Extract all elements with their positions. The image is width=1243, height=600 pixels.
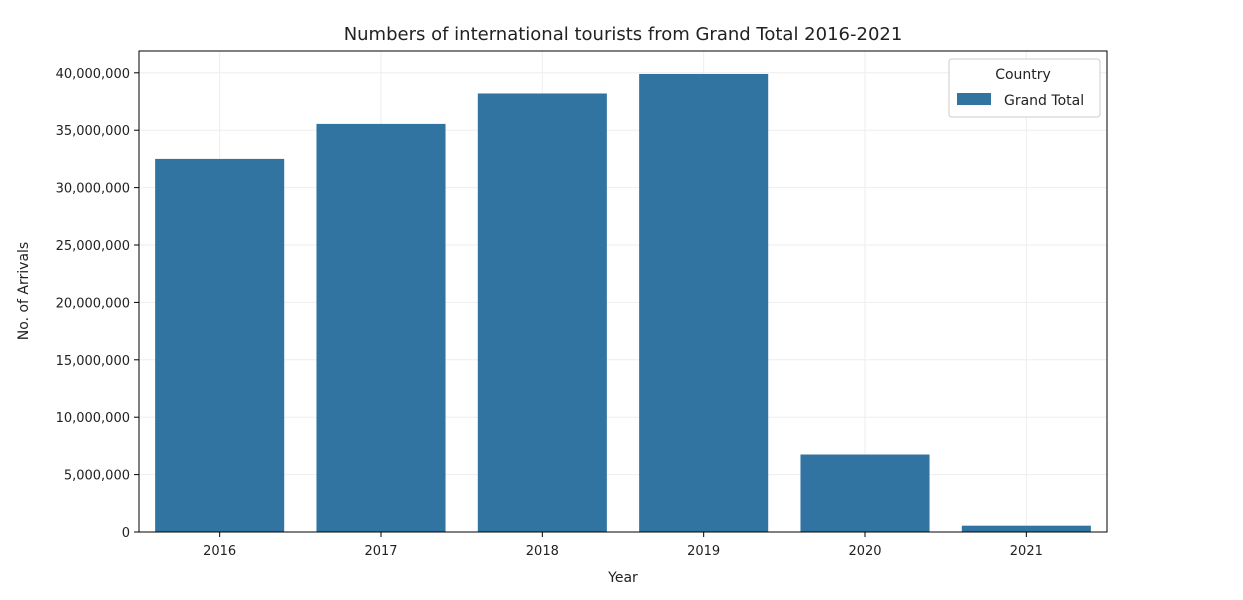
- y-tick-label: 10,000,000: [56, 411, 130, 426]
- x-axis-ticks: 2016 2017 2018 2019 2020 2021: [203, 532, 1043, 559]
- y-tick-label: 5,000,000: [64, 469, 130, 484]
- bar-2020: [800, 454, 930, 532]
- bar-2016: [155, 158, 285, 532]
- bar-2021: [961, 525, 1091, 532]
- y-tick-label: 20,000,000: [56, 296, 130, 311]
- chart-title: Numbers of international tourists from G…: [344, 24, 903, 45]
- bar-2018: [477, 93, 607, 532]
- legend-title: Country: [995, 67, 1051, 83]
- y-tick-label: 15,000,000: [56, 354, 130, 369]
- x-tick-label: 2020: [848, 544, 881, 559]
- y-tick-label: 30,000,000: [56, 182, 130, 197]
- x-axis-label: Year: [607, 570, 638, 586]
- x-tick-label: 2016: [203, 544, 236, 559]
- plot-frame: [138, 50, 1108, 533]
- bar-2017: [316, 123, 446, 532]
- y-tick-label: 25,000,000: [56, 239, 130, 254]
- bars: [155, 73, 1091, 533]
- y-tick-label: 35,000,000: [56, 124, 130, 139]
- x-tick-label: 2021: [1010, 544, 1043, 559]
- y-tick-label: 0: [122, 526, 130, 541]
- legend-swatch: [957, 93, 991, 105]
- legend-label: Grand Total: [1004, 93, 1084, 109]
- y-axis-label: No. of Arrivals: [16, 242, 32, 340]
- x-tick-label: 2019: [687, 544, 720, 559]
- x-tick-label: 2017: [364, 544, 397, 559]
- x-tick-label: 2018: [526, 544, 559, 559]
- y-axis-ticks: 0 5,000,000 10,000,000 15,000,000 20,000,000…: [56, 67, 139, 541]
- bar-2019: [639, 73, 769, 533]
- legend: Country Grand Total: [948, 58, 1101, 118]
- y-tick-label: 40,000,000: [56, 67, 130, 82]
